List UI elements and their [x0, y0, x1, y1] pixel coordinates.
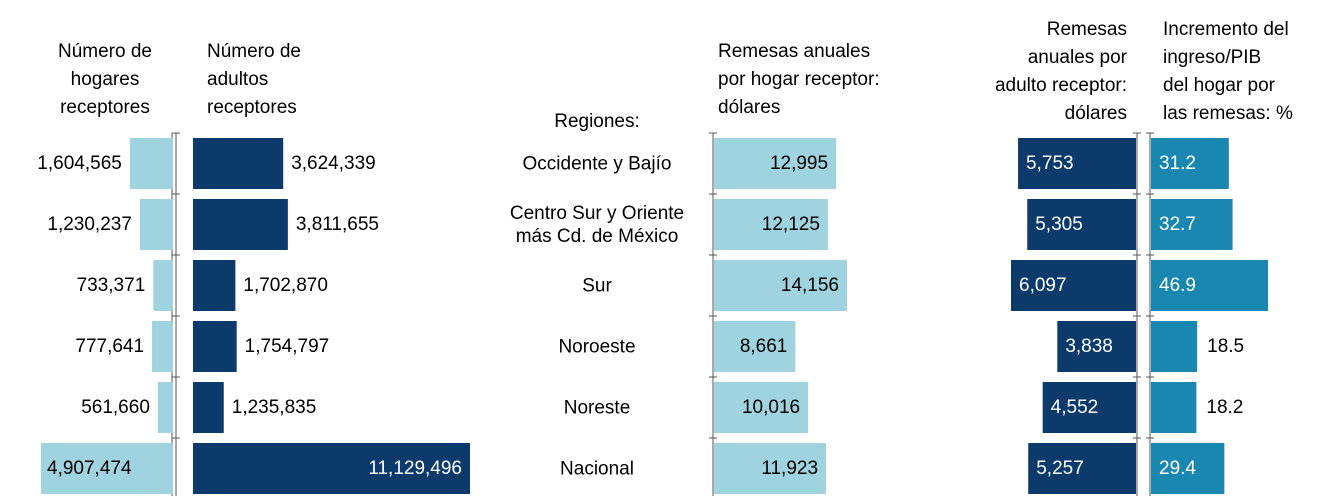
bar	[193, 260, 236, 311]
value-label: 10,016	[741, 396, 801, 418]
bar	[1151, 321, 1198, 372]
value-label: 1,754,797	[244, 335, 330, 357]
bar	[193, 138, 284, 189]
bar	[714, 382, 809, 433]
value-label: 4,907,474	[47, 457, 132, 479]
category-label: Centro Sur y Oriente más Cd. de México	[509, 202, 685, 247]
bar	[157, 382, 173, 433]
value-label: 31.2	[1159, 152, 1196, 174]
category-label: Sur	[582, 275, 612, 296]
value-label: 5,753	[1026, 152, 1074, 174]
bar	[41, 443, 173, 494]
category-label: Nacional	[560, 458, 634, 479]
value-label: 5,257	[1036, 457, 1084, 479]
bar	[1151, 260, 1268, 311]
value-label: 8,661	[739, 335, 788, 357]
value-label: 12,995	[769, 152, 829, 174]
category-label: Noreste	[563, 397, 631, 418]
value-label: 561,660	[81, 396, 150, 418]
bar	[1151, 443, 1225, 494]
header-regions: Regiones:	[554, 111, 640, 132]
bar	[1151, 199, 1233, 250]
bar	[1027, 199, 1136, 250]
value-label: 3,624,339	[291, 152, 376, 174]
value-label: 3,838	[1065, 335, 1113, 357]
value-label: 1,230,237	[47, 213, 132, 235]
value-label: 46.9	[1159, 274, 1196, 296]
bar	[193, 321, 237, 372]
bar	[714, 443, 827, 494]
value-label: 1,235,835	[231, 396, 317, 418]
value-label: 29.4	[1159, 457, 1196, 479]
bar	[193, 382, 224, 433]
category-label: Occidente y Bajío	[522, 153, 672, 174]
value-label: 18.2	[1206, 396, 1244, 418]
bar	[139, 199, 173, 250]
value-label: 12,125	[761, 213, 820, 235]
bar	[193, 199, 288, 250]
value-label: 1,604,565	[37, 152, 122, 174]
bar	[1011, 260, 1136, 311]
value-label: 3,811,655	[295, 213, 379, 235]
bar	[153, 260, 173, 311]
header-remit-household: Remesas anuales por hogar receptor: dóla…	[718, 41, 880, 118]
value-label: 14,156	[780, 274, 839, 296]
value-label: 4,552	[1050, 396, 1099, 418]
value-label: 733,371	[76, 274, 146, 296]
bar	[714, 260, 847, 311]
bar	[1057, 321, 1136, 372]
bar	[1151, 138, 1229, 189]
value-label: 1,702,870	[243, 274, 328, 296]
value-label: 5,305	[1035, 213, 1083, 235]
header-households: Número de hogares receptores	[58, 41, 152, 118]
value-label: 11,129,496	[368, 457, 462, 479]
header-remit-adult: Remesas anuales por adulto receptor: dól…	[994, 19, 1127, 124]
bar	[152, 321, 173, 372]
bar	[714, 138, 837, 189]
bar	[1018, 138, 1136, 189]
bar	[1151, 382, 1197, 433]
header-adults: Número de adultos receptores	[207, 41, 301, 118]
value-label: 777,641	[75, 335, 145, 357]
value-label: 11,923	[761, 457, 819, 479]
bar	[714, 199, 828, 250]
bar	[1042, 382, 1136, 433]
bar	[129, 138, 173, 189]
category-label: Noroeste	[558, 336, 636, 357]
bar	[714, 321, 796, 372]
header-increase: Incremento del ingreso/PIB del hogar por…	[1163, 19, 1293, 124]
value-label: 6,097	[1019, 274, 1067, 296]
bar	[1028, 443, 1136, 494]
value-label: 18.5	[1207, 335, 1245, 357]
bar	[193, 443, 470, 494]
value-label: 32.7	[1159, 213, 1196, 235]
